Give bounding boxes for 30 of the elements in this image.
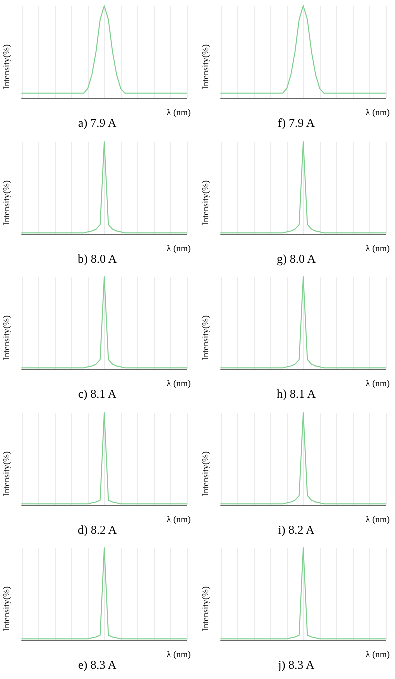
- x-axis-title: λ (nm): [166, 650, 191, 660]
- y-axis-title: Intensity(%): [2, 44, 12, 90]
- y-axis-title: Intensity(%): [2, 180, 12, 225]
- x-axis-title: λ (nm): [366, 108, 390, 118]
- y-axis-title: Intensity(%): [200, 586, 210, 632]
- text: e) 8.3 A: [78, 658, 117, 672]
- text: f) 7.9 A: [278, 116, 316, 130]
- x-axis-title: λ (nm): [166, 514, 191, 524]
- x-axis-title: λ (nm): [366, 650, 390, 660]
- x-axis-title: λ (nm): [166, 108, 191, 118]
- text: g) 8.0 A: [277, 252, 316, 266]
- y-axis-title: Intensity(%): [2, 586, 12, 632]
- text: a) 7.9 A: [78, 116, 117, 130]
- text: i) 8.2 A: [278, 522, 315, 536]
- x-axis-title: λ (nm): [166, 378, 191, 388]
- y-axis-title: Intensity(%): [200, 44, 210, 90]
- y-axis-title: Intensity(%): [200, 180, 210, 225]
- text: b) 8.0 A: [78, 252, 118, 266]
- y-axis-title: Intensity(%): [2, 315, 12, 360]
- text: h) 8.1 A: [277, 387, 316, 401]
- x-axis-title: λ (nm): [366, 514, 390, 524]
- y-axis-title: Intensity(%): [200, 315, 210, 360]
- text: j) 8.3 A: [277, 658, 315, 672]
- text: c) 8.1 A: [78, 387, 117, 401]
- y-axis-title: Intensity(%): [200, 450, 210, 496]
- text: d) 8.2 A: [78, 522, 118, 536]
- x-axis-title: λ (nm): [166, 243, 191, 253]
- y-axis-title: Intensity(%): [2, 450, 12, 496]
- x-axis-title: λ (nm): [366, 243, 390, 253]
- x-axis-title: λ (nm): [366, 378, 390, 388]
